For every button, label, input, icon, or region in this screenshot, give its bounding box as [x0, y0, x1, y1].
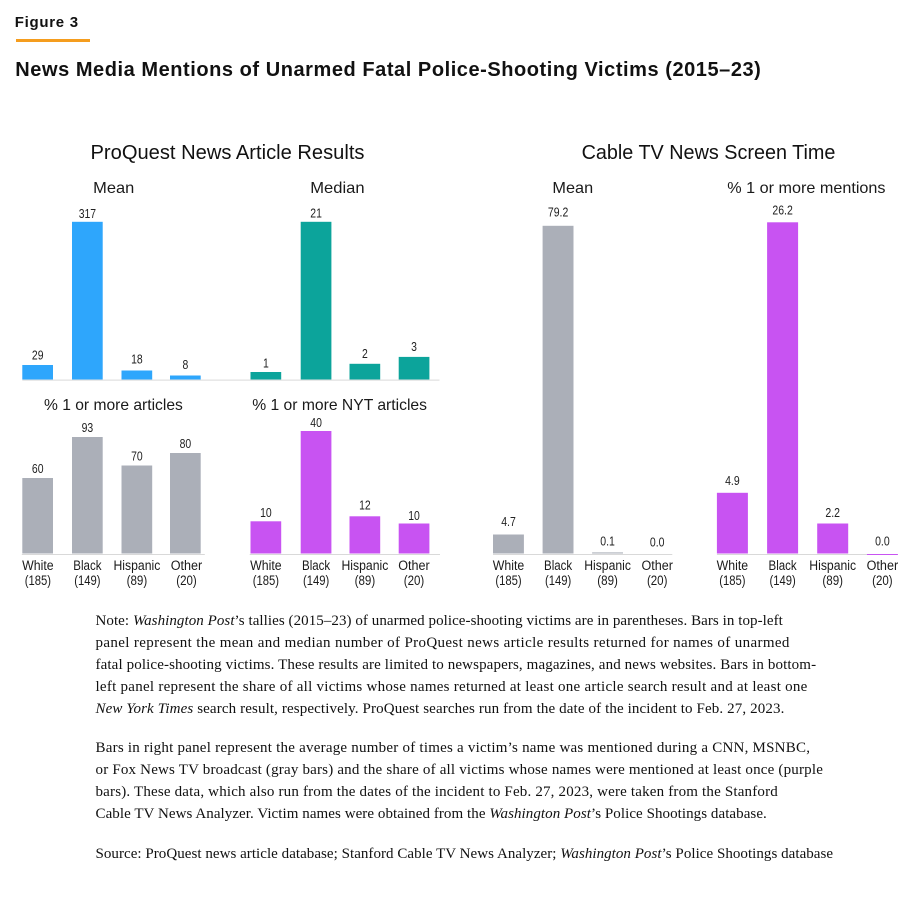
svg-text:8: 8 — [183, 357, 189, 372]
svg-text:(20): (20) — [176, 573, 197, 588]
svg-text:0.0: 0.0 — [875, 534, 890, 549]
svg-text:317: 317 — [79, 206, 96, 221]
svg-text:18: 18 — [131, 352, 143, 367]
svg-text:Mean: Mean — [93, 180, 134, 197]
svg-text:29: 29 — [32, 348, 44, 363]
svg-text:White: White — [493, 558, 525, 573]
svg-text:(20): (20) — [647, 573, 668, 588]
svg-text:Black: Black — [544, 558, 572, 573]
svg-text:70: 70 — [131, 449, 143, 464]
svg-text:10: 10 — [260, 505, 272, 520]
svg-text:Black: Black — [769, 558, 797, 573]
svg-text:% 1 or more articles: % 1 or more articles — [44, 397, 183, 414]
svg-text:(89): (89) — [597, 573, 618, 588]
svg-text:2.2: 2.2 — [825, 505, 840, 520]
svg-text:Other: Other — [171, 558, 203, 573]
svg-text:80: 80 — [180, 436, 192, 451]
svg-text:60: 60 — [32, 461, 44, 476]
svg-text:(20): (20) — [872, 573, 893, 588]
svg-text:10: 10 — [408, 508, 420, 523]
svg-text:(89): (89) — [355, 573, 376, 588]
svg-text:3: 3 — [411, 339, 417, 354]
svg-text:Median: Median — [310, 180, 364, 197]
svg-text:Hispanic: Hispanic — [342, 558, 389, 573]
svg-text:Hispanic: Hispanic — [584, 558, 631, 573]
svg-text:93: 93 — [82, 420, 94, 435]
svg-text:White: White — [717, 558, 749, 573]
svg-text:21: 21 — [310, 206, 322, 221]
svg-text:1: 1 — [263, 356, 269, 371]
svg-text:% 1 or more NYT articles: % 1 or more NYT articles — [252, 397, 427, 414]
svg-text:Mean: Mean — [552, 180, 593, 197]
svg-text:26.2: 26.2 — [772, 203, 792, 218]
svg-text:(20): (20) — [404, 573, 425, 588]
svg-text:Hispanic: Hispanic — [114, 558, 161, 573]
svg-text:79.2: 79.2 — [548, 205, 568, 220]
svg-text:12: 12 — [359, 497, 371, 512]
svg-text:Hispanic: Hispanic — [809, 558, 856, 573]
svg-text:ProQuest News Article Results: ProQuest News Article Results — [91, 142, 365, 164]
svg-text:4.9: 4.9 — [725, 473, 740, 488]
svg-text:(149): (149) — [545, 573, 571, 588]
svg-text:(185): (185) — [253, 573, 279, 588]
svg-text:% 1 or more mentions: % 1 or more mentions — [727, 180, 885, 197]
svg-text:0.0: 0.0 — [650, 534, 665, 549]
svg-text:40: 40 — [310, 415, 322, 430]
svg-text:(185): (185) — [719, 573, 745, 588]
svg-text:Black: Black — [73, 558, 101, 573]
svg-text:(185): (185) — [25, 573, 51, 588]
svg-text:Other: Other — [398, 558, 430, 573]
svg-text:(149): (149) — [74, 573, 100, 588]
svg-text:White: White — [250, 558, 282, 573]
svg-text:0.1: 0.1 — [600, 533, 615, 548]
svg-text:(185): (185) — [495, 573, 521, 588]
svg-text:White: White — [22, 558, 54, 573]
svg-text:Other: Other — [641, 558, 673, 573]
svg-text:(89): (89) — [127, 573, 148, 588]
svg-text:2: 2 — [362, 346, 368, 361]
svg-text:(89): (89) — [822, 573, 843, 588]
svg-text:4.7: 4.7 — [501, 514, 516, 529]
svg-text:(149): (149) — [303, 573, 329, 588]
svg-text:Other: Other — [867, 558, 899, 573]
svg-text:Black: Black — [302, 558, 330, 573]
svg-text:Cable TV News Screen Time: Cable TV News Screen Time — [582, 142, 836, 164]
svg-text:(149): (149) — [769, 573, 795, 588]
